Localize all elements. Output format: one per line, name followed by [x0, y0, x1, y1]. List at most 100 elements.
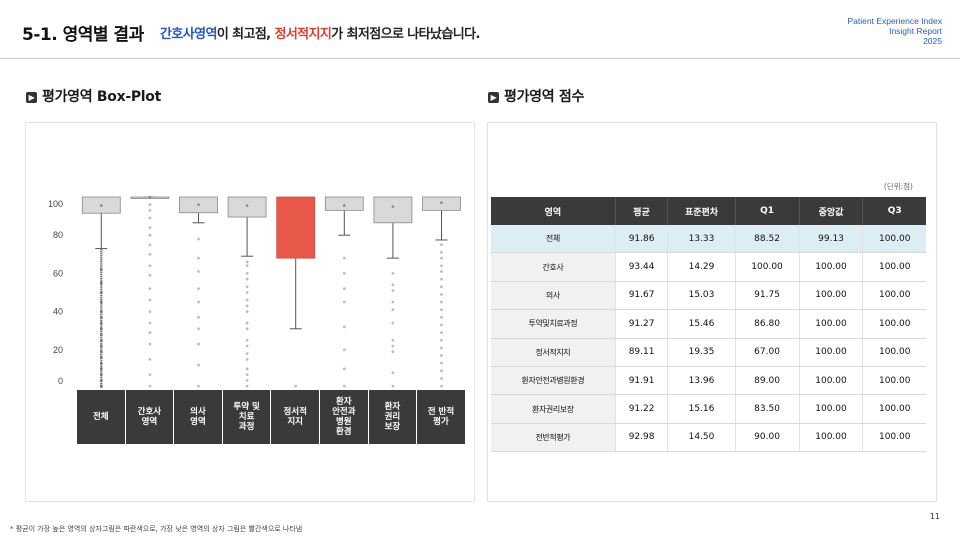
table-cell: 15.46	[667, 309, 736, 339]
outlier-point	[440, 377, 443, 380]
table-cell: 100.00	[862, 394, 926, 424]
table-cell: 100.00	[862, 309, 926, 339]
outlier-point	[245, 344, 249, 348]
outlier-point	[197, 327, 200, 331]
boxplot-section-title: ▶ 평가영역 Box-Plot	[26, 86, 161, 106]
category-label: 전체	[77, 390, 125, 444]
subtitle-end-text: 가 최저점으로 나타났습니다.	[331, 27, 480, 42]
column-header: 영역	[491, 197, 616, 225]
box-group	[373, 196, 413, 388]
outlier-point	[148, 208, 152, 212]
outlier-point	[148, 264, 152, 268]
table-cell: 100.00	[862, 281, 926, 311]
table-cell: 100.00	[799, 309, 864, 339]
outlier-point	[391, 272, 395, 275]
outlier-point	[148, 342, 152, 346]
outlier-point	[197, 384, 200, 388]
outlier-point	[245, 367, 249, 371]
report-type: Insight Report	[889, 26, 942, 36]
outlier-point	[245, 310, 249, 313]
table-cell: 14.29	[667, 252, 736, 282]
table-row: 환자권리보장 91.22 15.16 83.50 100.00 100.00	[491, 394, 926, 424]
table-cell: 14.50	[667, 423, 736, 453]
outlier-point	[440, 323, 443, 327]
table-cell: 100.00	[862, 366, 926, 396]
mean-marker	[148, 195, 152, 199]
box-group	[227, 196, 267, 388]
outlier-point	[391, 321, 395, 325]
outlier-point	[342, 256, 346, 260]
outlier-point	[440, 270, 443, 273]
table-cell: 91.75	[735, 281, 800, 311]
outlier-point	[148, 310, 152, 313]
header-divider	[0, 58, 960, 59]
box-iqr	[373, 196, 413, 224]
box-group	[422, 196, 461, 388]
box-series	[81, 195, 461, 388]
table-cell: 100.00	[799, 366, 864, 396]
table-cell: 91.86	[615, 225, 669, 254]
table-body: 전체 91.86 13.33 88.52 99.13 100.00 간호사 93.44 14.2…	[491, 225, 926, 453]
outlier-point	[245, 321, 249, 325]
table-cell: 86.80	[735, 309, 800, 339]
outlier-point	[440, 243, 443, 247]
subtitle-highest-area: 간호사영역	[160, 27, 217, 42]
outlier-point	[148, 226, 152, 229]
table-cell: 90.00	[735, 423, 800, 453]
outlier-point	[148, 216, 152, 220]
box-iqr	[324, 196, 364, 211]
box-group	[324, 196, 364, 388]
table-cell: 91.27	[615, 309, 669, 339]
table-cell: 15.03	[667, 281, 736, 311]
table-cell: 83.50	[735, 394, 800, 424]
outlier-point	[245, 384, 249, 388]
outlier-point	[197, 287, 200, 291]
table-cell: 91.67	[615, 281, 669, 311]
table-cell: 13.33	[667, 225, 736, 254]
outlier-point	[197, 270, 200, 273]
outlier-point	[245, 291, 249, 294]
column-header: 중앙값	[799, 197, 864, 225]
y-tick-label: 20	[53, 345, 63, 355]
outlier-point	[245, 327, 249, 331]
scores-section-title: ▶ 평가영역 점수	[488, 86, 584, 106]
outlier-point	[342, 287, 346, 291]
category-label: 의사 영역	[174, 390, 222, 444]
outlier-point	[440, 264, 443, 268]
table-row: 전체 91.86 13.33 88.52 99.13 100.00	[491, 225, 926, 254]
outlier-point	[148, 331, 152, 335]
outlier-point	[197, 342, 200, 346]
outlier-point	[391, 308, 395, 312]
y-tick-label: 40	[53, 307, 63, 317]
y-tick-label: 0	[58, 376, 63, 386]
report-label: Patient Experience Index Insight Report …	[847, 16, 942, 46]
table-row: 정서적지지 89.11 19.35 67.00 100.00 100.00	[491, 338, 926, 367]
table-cell: 91.91	[615, 366, 669, 396]
outlier-point	[440, 369, 443, 373]
outlier-point	[245, 304, 249, 308]
outlier-point	[245, 298, 249, 302]
outlier-point	[245, 260, 249, 264]
outlier-point	[148, 373, 152, 377]
outlier-point	[440, 285, 443, 289]
outlier-point	[342, 272, 346, 275]
mean-marker	[197, 203, 200, 206]
outlier-point	[391, 371, 395, 375]
table-cell: 100.00	[735, 252, 800, 282]
table-cell: 100.00	[799, 281, 864, 311]
outlier-point	[440, 250, 443, 254]
outlier-point	[245, 378, 249, 382]
row-area-label: 전체	[491, 225, 616, 254]
report-year: 2025	[923, 36, 942, 46]
table-cell: 89.00	[735, 366, 800, 396]
outlier-point	[245, 352, 249, 356]
outlier-point	[342, 325, 346, 329]
outlier-point	[342, 384, 346, 388]
outlier-point	[197, 363, 200, 367]
report-name: Patient Experience Index	[847, 16, 942, 26]
section-marker-icon: ▶	[26, 92, 37, 103]
mean-marker	[391, 205, 395, 208]
outlier-point	[391, 338, 395, 342]
outlier-point	[342, 348, 346, 352]
section-marker-icon: ▶	[488, 92, 499, 103]
